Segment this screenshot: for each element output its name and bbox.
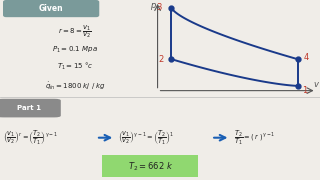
FancyBboxPatch shape: [3, 0, 99, 17]
Text: $r = 8 = \dfrac{v_1}{v_2}$: $r = 8 = \dfrac{v_1}{v_2}$: [58, 23, 92, 40]
Text: 1: 1: [302, 86, 307, 95]
Text: $T_1 = 15\ °c$: $T_1 = 15\ °c$: [57, 61, 93, 72]
Text: $P_1= 0.1\ Mpa$: $P_1= 0.1\ Mpa$: [52, 44, 98, 55]
Text: $\left(\dfrac{v_1}{v_2}\right)^r = \left(\dfrac{T_2}{T_1}\right)^{\gamma-1}$: $\left(\dfrac{v_1}{v_2}\right)^r = \left…: [3, 129, 58, 147]
Text: $\dot{q}_{in} = 1800\ kj\ /\ kg$: $\dot{q}_{in} = 1800\ kj\ /\ kg$: [45, 80, 106, 92]
Text: $\left(\dfrac{v_1}{v_2}\right)^{\gamma-1} = \left(\dfrac{T_2}{T_1}\right)^1$: $\left(\dfrac{v_1}{v_2}\right)^{\gamma-1…: [118, 129, 174, 147]
Text: 2: 2: [158, 55, 164, 64]
Text: Given: Given: [39, 4, 63, 13]
Text: 3: 3: [156, 3, 162, 12]
Text: $T_2 = 662\ k$: $T_2 = 662\ k$: [128, 160, 173, 173]
Text: $\dfrac{T_2}{T_1} = (\ r\ )^{\gamma-1}$: $\dfrac{T_2}{T_1} = (\ r\ )^{\gamma-1}$: [234, 129, 275, 147]
Text: 4: 4: [304, 53, 309, 62]
Text: p: p: [150, 1, 155, 10]
FancyBboxPatch shape: [0, 99, 61, 117]
Text: v: v: [313, 80, 318, 89]
Text: Part 1: Part 1: [17, 105, 41, 111]
FancyBboxPatch shape: [102, 156, 198, 177]
